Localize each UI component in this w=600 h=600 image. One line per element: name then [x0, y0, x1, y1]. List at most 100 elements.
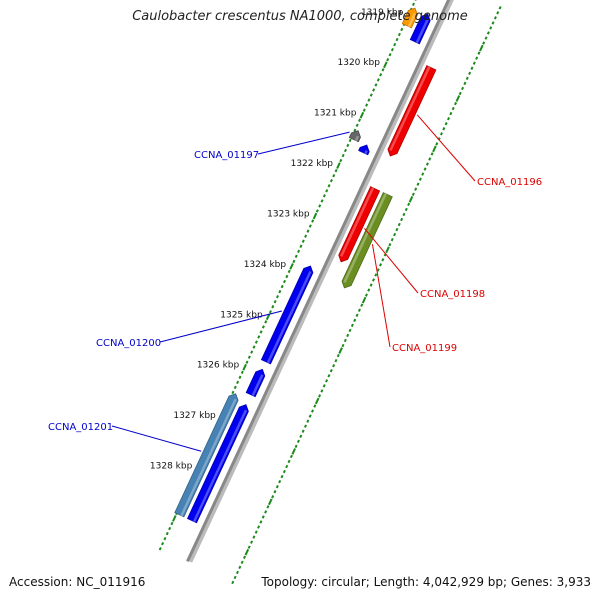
- tick-dot-outer: [291, 448, 297, 455]
- tick-dot-inner: [238, 375, 242, 380]
- feature-CCNA_01197[interactable]: [348, 130, 361, 143]
- tick-dot-outer: [475, 56, 479, 60]
- tick-dot-outer: [308, 414, 312, 418]
- tick-dot-inner: [250, 350, 254, 354]
- label-leader: [364, 227, 419, 294]
- feature-body: [186, 404, 249, 524]
- label-leader: [371, 244, 391, 348]
- tick-dot-inner: [353, 128, 357, 132]
- gene-label-CCNA_01199[interactable]: CCNA_01199: [392, 343, 457, 354]
- feature-highlight: [343, 193, 387, 283]
- feature-highlight: [180, 398, 237, 517]
- tick-dot-inner: [374, 83, 378, 87]
- tick-dot-outer: [454, 101, 458, 106]
- tick-dot-outer: [247, 545, 251, 549]
- gene-label-CCNA_01198[interactable]: CCNA_01198: [420, 289, 485, 300]
- tick-dot-inner: [264, 320, 268, 324]
- tick-dot-outer: [313, 404, 317, 408]
- tick-dot-inner: [163, 536, 167, 541]
- tick-dot-outer: [442, 127, 446, 131]
- tick-dot-outer: [261, 515, 265, 519]
- tick-dot-inner: [332, 173, 336, 178]
- tick-dot-outer: [343, 338, 347, 343]
- tick-dot-outer: [407, 202, 411, 207]
- tick-dot-outer: [320, 389, 324, 393]
- tick-dot-inner: [341, 153, 345, 158]
- tick-dot-inner: [355, 123, 359, 127]
- topology-text: Topology: circular; Length: 4,042,929 bp…: [261, 575, 591, 589]
- tick-dot-outer: [369, 283, 373, 287]
- tick-dot-outer: [395, 227, 399, 232]
- tick-dot-outer: [231, 580, 235, 585]
- tick-dot-outer: [350, 323, 354, 328]
- feature-CCNA_01196[interactable]: [387, 65, 437, 157]
- feature-blue-mid[interactable]: [245, 368, 266, 398]
- feature-highlight: [415, 18, 429, 44]
- feature-orange-1[interactable]: [401, 7, 418, 29]
- tick-dot-inner: [261, 325, 265, 329]
- feature-CCNA_01199[interactable]: [341, 192, 393, 289]
- tick-dot-outer: [428, 157, 432, 161]
- tick-dot-inner: [236, 380, 240, 385]
- tick-dot-inner: [397, 32, 401, 37]
- tick-dot-outer: [336, 353, 340, 358]
- tick-dot-outer: [314, 397, 320, 405]
- tick-dot-inner: [259, 330, 263, 334]
- tick-dot-inner: [325, 189, 329, 193]
- feature-blue-bottom[interactable]: [186, 404, 249, 524]
- tick-dot-outer: [303, 424, 307, 428]
- tick-dot-outer: [486, 31, 490, 35]
- tick-label: 1320 kbp: [338, 58, 381, 68]
- feature-body: [387, 65, 437, 157]
- gene-label-CCNA_01201[interactable]: CCNA_01201: [48, 422, 113, 433]
- tick-dot-inner: [336, 162, 341, 169]
- tick-dot-outer: [379, 263, 383, 267]
- feature-blue-top[interactable]: [409, 13, 431, 45]
- tick-dot-outer: [404, 207, 408, 212]
- tick-dot-outer: [472, 61, 476, 65]
- tick-dot-outer: [371, 278, 375, 282]
- feature-CCNA_01200[interactable]: [260, 265, 314, 365]
- tick-dot-outer: [273, 490, 277, 494]
- feature-body: [245, 368, 266, 398]
- tick-dot-outer: [461, 86, 465, 91]
- tick-dot-inner: [275, 294, 279, 299]
- tick-dot-outer: [341, 343, 345, 348]
- feature-CCNA_01198[interactable]: [338, 186, 381, 263]
- tick-dot-outer: [266, 505, 270, 509]
- tick-dot-inner: [346, 143, 350, 148]
- feature-highlight: [340, 187, 375, 257]
- gene-label-CCNA_01197[interactable]: CCNA_01197: [194, 150, 259, 161]
- tick-dot-inner: [383, 61, 388, 69]
- tick-dot-inner: [299, 244, 303, 248]
- tick-dot-outer: [289, 454, 293, 459]
- feature-CCNA_01201[interactable]: [174, 393, 239, 518]
- tick-dot-inner: [311, 219, 315, 223]
- tick-dot-inner: [376, 78, 380, 82]
- tick-dot-inner: [411, 2, 415, 6]
- tick-dot-outer: [238, 565, 242, 570]
- tick-dot-inner: [287, 269, 291, 274]
- gene-label-CCNA_01200[interactable]: CCNA_01200: [96, 338, 161, 349]
- feature-body: [260, 265, 314, 365]
- tick-dot-inner: [170, 521, 174, 526]
- tick-label: 1322 kbp: [291, 159, 334, 169]
- tick-dot-inner: [240, 370, 244, 374]
- tick-dot-inner: [359, 111, 365, 119]
- tick-dot-inner: [294, 254, 298, 259]
- feature-blue-small[interactable]: [358, 144, 370, 156]
- tick-dot-outer: [463, 81, 467, 86]
- feature-highlight: [193, 409, 248, 523]
- feature-body: [409, 13, 431, 45]
- tick-label: 1319 kbp: [361, 8, 404, 18]
- tick-dot-outer: [329, 369, 333, 373]
- tick-dot-outer: [360, 303, 364, 307]
- label-leader: [257, 131, 350, 155]
- gene-label-CCNA_01196[interactable]: CCNA_01196: [477, 177, 542, 188]
- tick-dot-outer: [306, 419, 310, 423]
- tick-dot-outer: [385, 246, 390, 254]
- tick-dot-outer: [299, 434, 303, 438]
- tick-dot-outer: [479, 44, 484, 52]
- tick-dot-outer: [484, 36, 488, 40]
